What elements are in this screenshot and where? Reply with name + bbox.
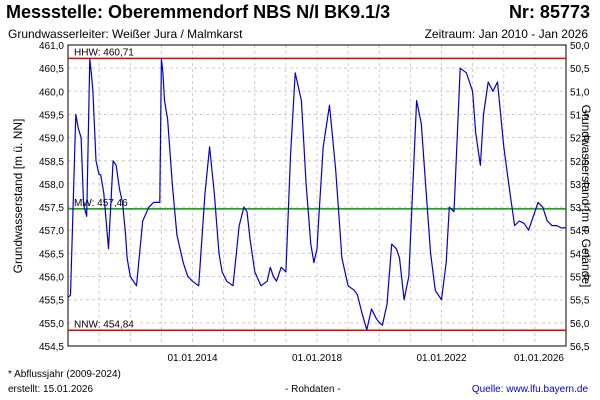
created-date: erstellt: 15.01.2026 (8, 384, 94, 395)
y2-tick-label: 50,5 (570, 64, 590, 75)
ref-label-bg-hhw (72, 46, 138, 58)
grid-lines (68, 44, 566, 347)
y2-tick-label: 52,0 (570, 134, 590, 145)
reference-lines: HHW: 460,71 MW: 457,46 NNW: 454,84 (68, 46, 566, 332)
x-tick-label: 01.01.2018 (292, 353, 342, 364)
ref-label-mw: MW: 457,46 (74, 198, 128, 209)
y2-tick-label: 50,0 (570, 41, 590, 52)
y-tick-label: 455,0 (39, 319, 64, 330)
y-tick-label: 456,0 (39, 273, 64, 284)
y2-tick-label: 53,0 (570, 180, 590, 191)
y2-tick-label: 56,0 (570, 319, 590, 330)
ref-label-bg-mw (72, 196, 132, 208)
y-tick-label: 455,5 (39, 296, 64, 307)
source-link[interactable]: Quelle: www.lfu.bayern.de (471, 384, 588, 395)
y-tick-label: 454,5 (39, 342, 64, 353)
footnote: * Abflussjahr (2009-2024) (8, 369, 121, 380)
x-tick-label: 01.01.2014 (167, 353, 217, 364)
y-tick-label: 456,5 (39, 249, 64, 260)
ref-label-nnw: NNW: 454,84 (74, 319, 134, 330)
ref-label-hhw: HHW: 460,71 (74, 47, 134, 58)
station-number: Nr: 85773 (508, 2, 590, 22)
x-tick-label: 01.01.2026 (514, 353, 564, 364)
y-tick-label: 459,5 (39, 110, 64, 121)
y2-tick-label: 54,5 (570, 249, 590, 260)
y-tick-label: 460,0 (39, 87, 64, 98)
y2-axis-label: Grundwasserstand [m u. Gelände] (579, 105, 593, 288)
aquifer-label: Grundwasserleiter: Weißer Jura / Malmkar… (8, 27, 243, 41)
y-tick-label: 460,5 (39, 64, 64, 75)
station-title: Messstelle: Oberemmendorf NBS N/I BK9.1/… (6, 2, 391, 22)
y2-tick-label: 55,0 (570, 273, 590, 284)
axes: 461,0 50,0 460,5 50,5 460,0 51,0 459,5 51,5 459,… (39, 41, 590, 364)
y-tick-label: 457,5 (39, 203, 64, 214)
y-tick-label: 459,0 (39, 134, 64, 145)
y-tick-label: 461,0 (39, 41, 64, 52)
y-tick-label: 458,0 (39, 180, 64, 191)
y2-tick-label: 52,5 (570, 157, 590, 168)
period-label: Zeitraum: Jan 2010 - Jan 2026 (424, 27, 588, 41)
raw-data-note: - Rohdaten - (285, 384, 341, 395)
y2-tick-label: 56,5 (570, 342, 590, 353)
ref-label-bg-nnw (72, 318, 138, 330)
y2-tick-label: 53,5 (570, 203, 590, 214)
y-tick-label: 457,0 (39, 226, 64, 237)
y2-tick-label: 55,5 (570, 296, 590, 307)
y2-tick-label: 51,0 (570, 87, 590, 98)
y2-tick-label: 51,5 (570, 110, 590, 121)
plot-frame (67, 44, 567, 347)
y-tick-label: 458,5 (39, 157, 64, 168)
groundwater-level-line (67, 58, 566, 331)
y-axis-label: Grundwasserstand [m ü. NN] (11, 119, 25, 274)
series-layer (67, 58, 566, 331)
y2-tick-label: 54,0 (570, 226, 590, 237)
x-tick-label: 01.01.2022 (416, 353, 466, 364)
